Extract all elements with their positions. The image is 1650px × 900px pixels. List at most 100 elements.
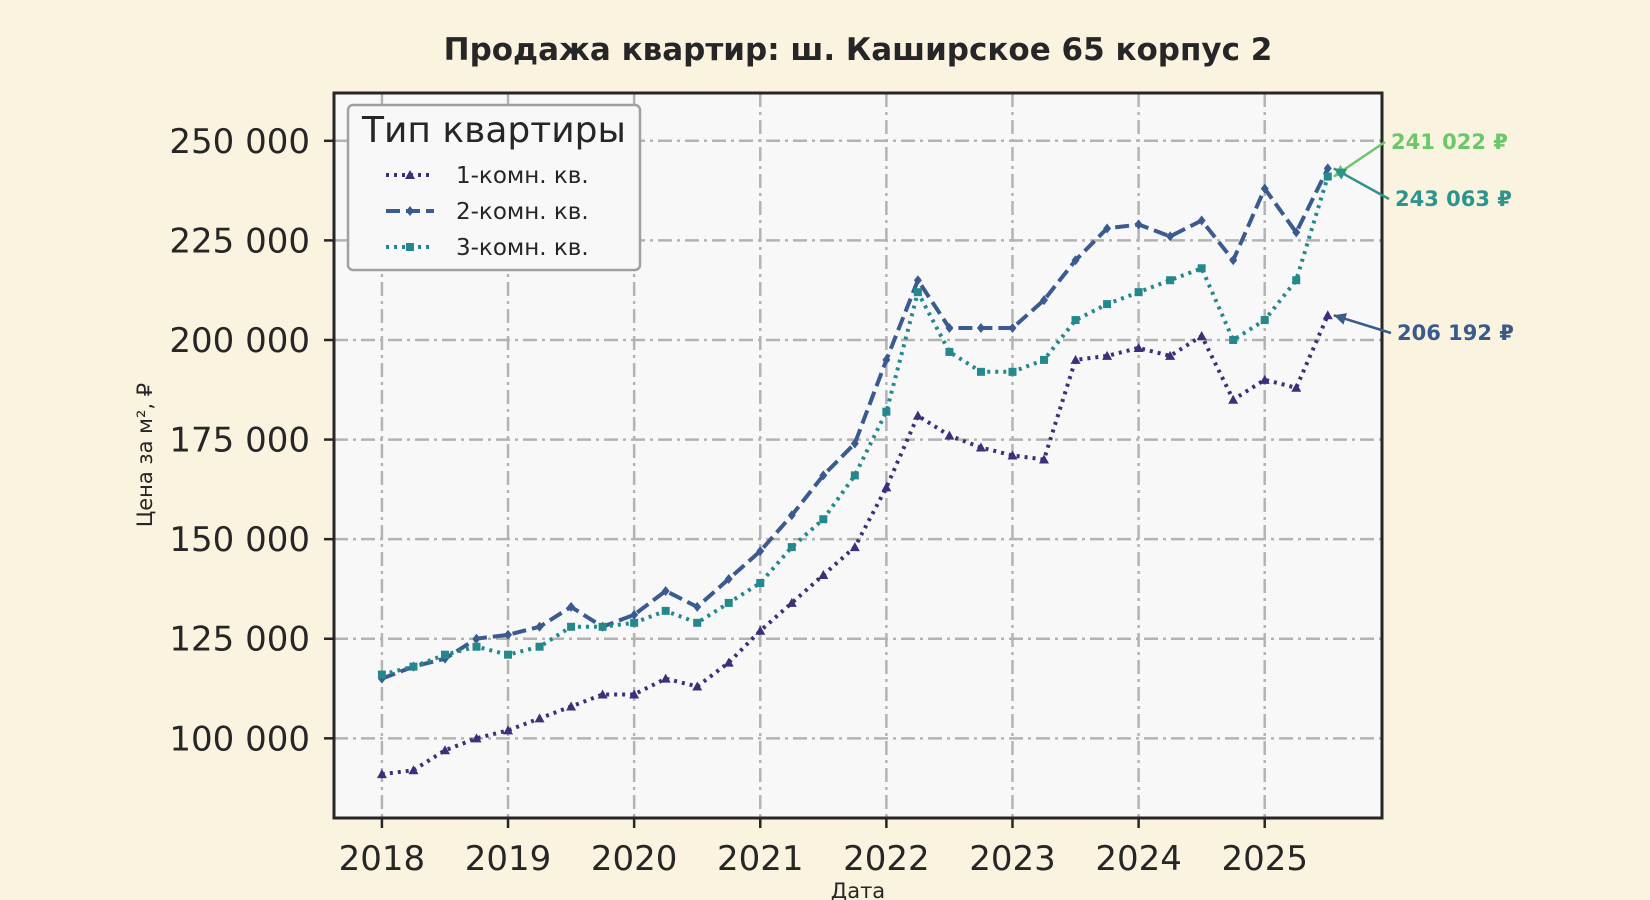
- series-point: [1134, 219, 1143, 230]
- annotation-label: 241 022 ₽: [1391, 130, 1508, 154]
- series-point: [503, 725, 514, 735]
- series-point: [693, 618, 702, 627]
- series-point: [912, 410, 923, 420]
- legend-marker: [406, 206, 414, 216]
- series-point: [660, 673, 671, 683]
- series-point: [535, 621, 544, 632]
- x-tick-label: 2019: [465, 839, 552, 879]
- series-point: [1228, 394, 1239, 404]
- annotation-arrowhead: [1333, 168, 1348, 180]
- series-point: [1260, 183, 1269, 194]
- series-point: [1229, 335, 1238, 344]
- series-point: [1260, 316, 1269, 325]
- chart-title: Продажа квартир: ш. Каширское 65 корпус …: [444, 32, 1273, 68]
- series-point: [786, 597, 797, 607]
- series-point: [1071, 255, 1080, 266]
- series-point: [913, 275, 922, 286]
- series-point: [976, 367, 985, 376]
- legend-entry: 2-комн. кв.: [386, 199, 589, 225]
- series-point: [661, 585, 670, 596]
- series-point: [376, 769, 387, 779]
- series-point: [1197, 215, 1206, 226]
- x-ticks: 2018 2019 2020 2021 2022 2023 2024 2025: [339, 818, 1308, 879]
- series-point: [1291, 382, 1302, 392]
- series-point: [756, 546, 765, 557]
- y-axis-label: Цена за м², ₽: [133, 383, 157, 527]
- y-tick-label: 200 000: [169, 321, 310, 361]
- series-point: [1103, 300, 1112, 309]
- legend-entry: 3-комн. кв.: [386, 235, 589, 261]
- series-point: [597, 689, 608, 699]
- series-1-group: [376, 310, 1333, 779]
- legend-marker: [405, 170, 415, 179]
- legend-marker: [406, 243, 414, 251]
- x-tick-label: 2024: [1095, 839, 1182, 879]
- x-tick-label: 2025: [1221, 839, 1308, 879]
- series-point: [819, 515, 828, 524]
- series-point: [945, 347, 954, 356]
- legend-label: 2-комн. кв.: [456, 199, 589, 225]
- series-layer: [376, 163, 1333, 779]
- legend-box: [346, 103, 642, 272]
- series-point: [756, 578, 765, 587]
- series-point: [850, 471, 859, 480]
- series-point: [882, 354, 891, 365]
- series-point: [472, 642, 481, 651]
- series-point: [1070, 354, 1081, 364]
- legend: Тип квартиры 1-комн. кв. 2-комн. кв. 3-ком…: [346, 103, 642, 272]
- series-point: [1040, 295, 1049, 306]
- x-axis-label: Дата: [831, 879, 885, 900]
- x-tick-label: 2023: [969, 839, 1056, 879]
- x-tick-label: 2020: [591, 839, 678, 879]
- x-tick-label: 2021: [717, 839, 804, 879]
- series-point: [881, 482, 892, 492]
- annotation-label: 206 192 ₽: [1397, 321, 1514, 345]
- y-tick-label: 150 000: [169, 520, 310, 560]
- series-point: [1322, 310, 1333, 320]
- series-point: [1102, 350, 1113, 360]
- series-point: [1007, 450, 1018, 460]
- series-point: [724, 598, 733, 607]
- series-point: [630, 618, 639, 627]
- series-point: [1292, 227, 1301, 238]
- series-point: [913, 288, 922, 297]
- plot-frame: [332, 91, 1384, 820]
- series-point: [1134, 288, 1143, 297]
- series-point: [567, 601, 576, 612]
- series-point: [661, 606, 670, 615]
- series-point: [566, 701, 577, 711]
- series-point: [1103, 223, 1112, 234]
- series-point: [1196, 330, 1207, 340]
- legend-label: 1-комн. кв.: [456, 163, 589, 189]
- series-point: [1040, 355, 1049, 364]
- x-tick-label: 2018: [339, 839, 426, 879]
- series-point: [1008, 367, 1017, 376]
- series-point: [723, 657, 734, 667]
- legend-title: Тип квартиры: [361, 110, 626, 151]
- annotation-arrowhead: [1333, 313, 1348, 325]
- legend-label: 3-комн. кв.: [456, 235, 589, 261]
- series-point: [1323, 172, 1332, 181]
- series-point: [787, 510, 796, 521]
- series-point: [472, 633, 481, 644]
- y-tick-label: 125 000: [169, 620, 310, 660]
- series-point: [976, 323, 985, 334]
- series-point: [535, 642, 544, 651]
- annotations: 241 022 ₽ 243 063 ₽ 206 192 ₽: [1333, 130, 1514, 345]
- series-point: [787, 543, 796, 552]
- series-point: [1166, 231, 1175, 242]
- series-point: [944, 430, 955, 440]
- series-point: [1259, 374, 1270, 384]
- series-point: [755, 625, 766, 635]
- y-ticks: 100 000 125 000 150 000 175 000 200 000 225 0…: [169, 122, 334, 759]
- series-point: [1166, 276, 1175, 285]
- series-point: [567, 622, 576, 631]
- series-point: [1133, 342, 1144, 352]
- series-point: [1323, 163, 1332, 174]
- y-tick-label: 100 000: [169, 719, 310, 759]
- series-point: [471, 733, 482, 743]
- series-point: [819, 470, 828, 481]
- series-point: [439, 745, 450, 755]
